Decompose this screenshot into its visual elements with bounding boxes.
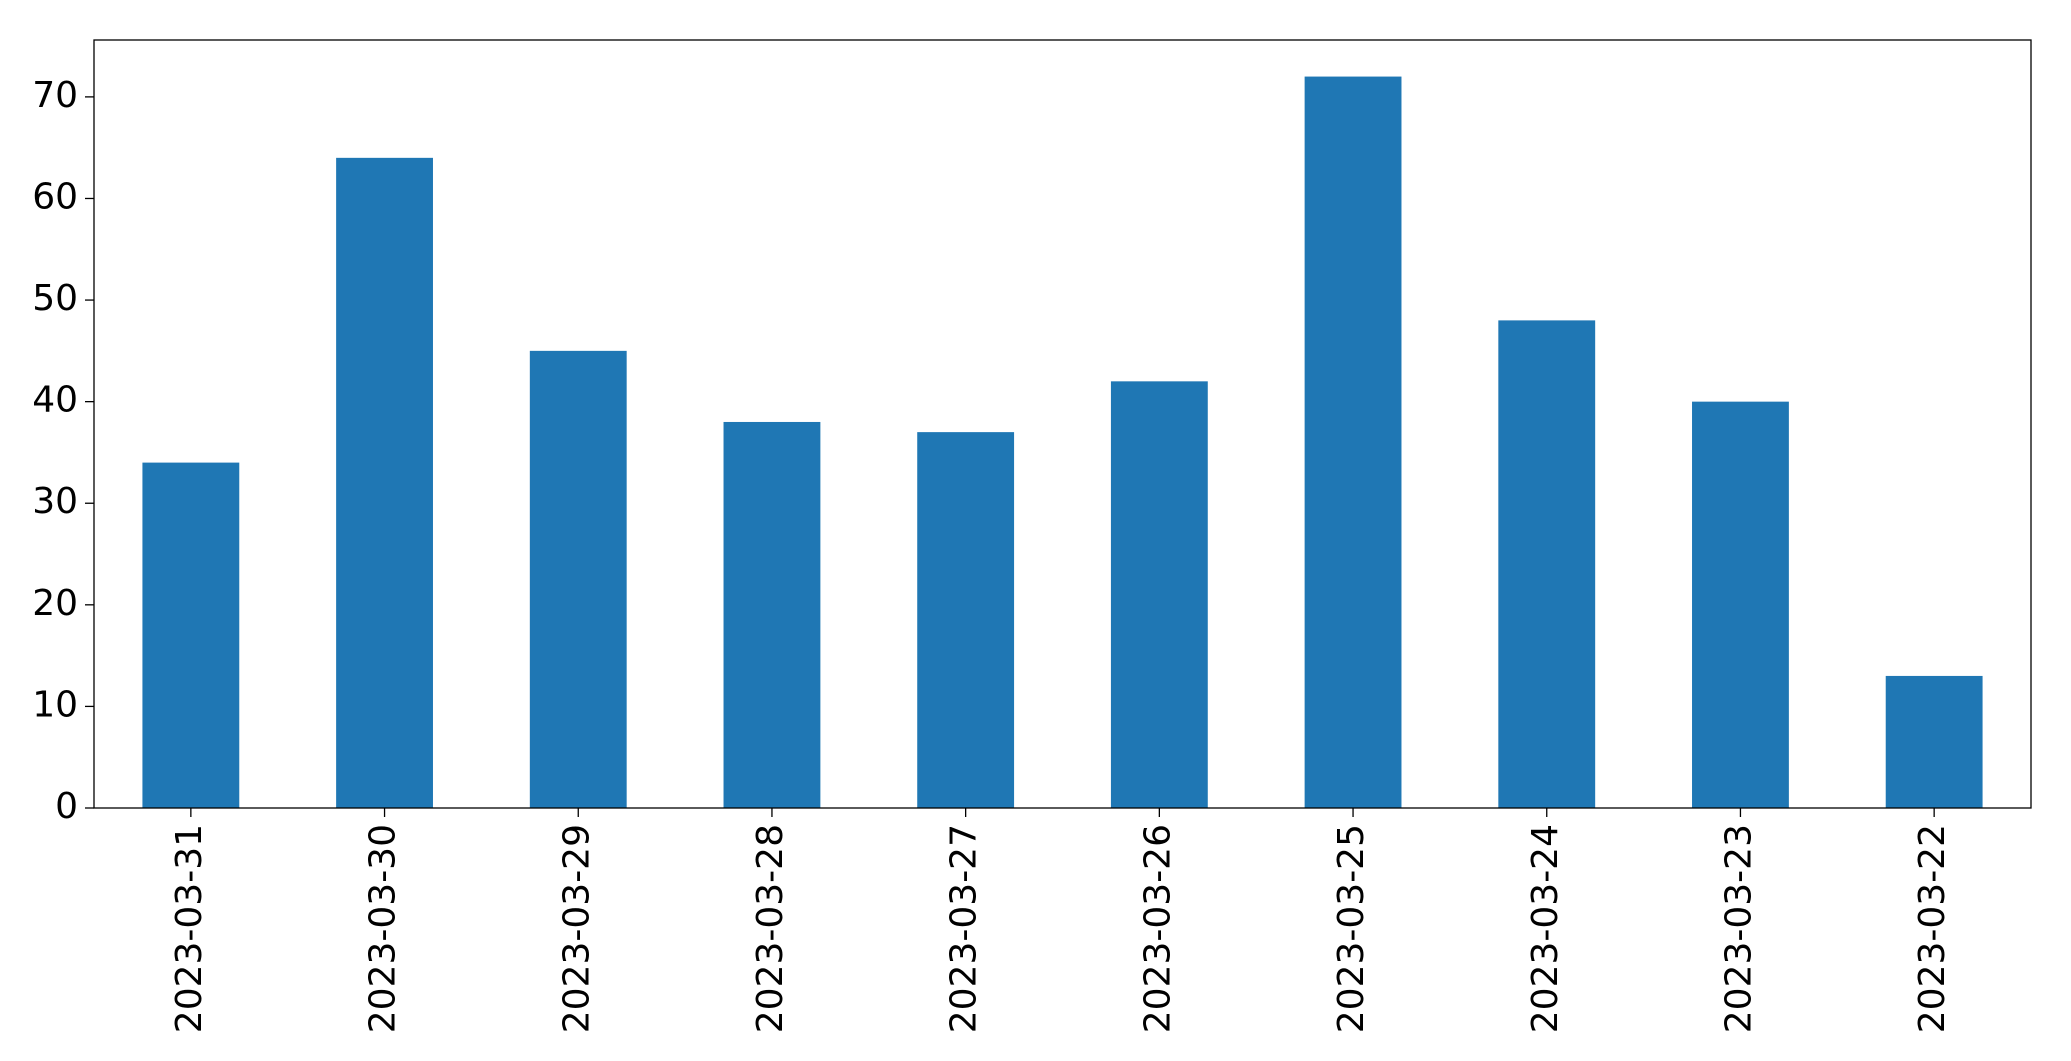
plot-frame — [93, 39, 2032, 809]
bar — [1885, 675, 1983, 808]
bar — [1110, 381, 1208, 808]
y-tick-label: 10 — [32, 684, 78, 725]
bar — [142, 462, 240, 808]
y-tick-label: 60 — [32, 176, 78, 217]
bar — [723, 421, 821, 808]
x-tick-label: 2023-03-31 — [169, 824, 210, 1033]
y-tick-label: 0 — [55, 786, 78, 827]
x-tick-label: 2023-03-25 — [1331, 824, 1372, 1033]
bar — [336, 157, 433, 809]
y-tick-label: 50 — [32, 278, 78, 319]
bar — [1692, 401, 1789, 808]
x-tick-label: 2023-03-24 — [1525, 824, 1566, 1033]
bar — [1304, 76, 1402, 809]
bar — [1498, 320, 1596, 808]
y-tick-label: 20 — [32, 583, 78, 624]
x-tick-label: 2023-03-30 — [363, 824, 404, 1033]
x-tick-label: 2023-03-23 — [1718, 824, 1759, 1033]
x-tick-label: 2023-03-29 — [556, 824, 597, 1033]
y-tick-label: 70 — [32, 75, 78, 116]
bar — [917, 432, 1015, 808]
x-tick-label: 2023-03-26 — [1137, 824, 1178, 1033]
x-tick-label: 2023-03-28 — [750, 824, 791, 1033]
x-tick-label: 2023-03-22 — [1912, 824, 1953, 1033]
bar — [529, 350, 627, 808]
y-tick-label: 40 — [32, 380, 78, 421]
y-tick-label: 30 — [32, 481, 78, 522]
x-tick-label: 2023-03-27 — [944, 824, 985, 1033]
